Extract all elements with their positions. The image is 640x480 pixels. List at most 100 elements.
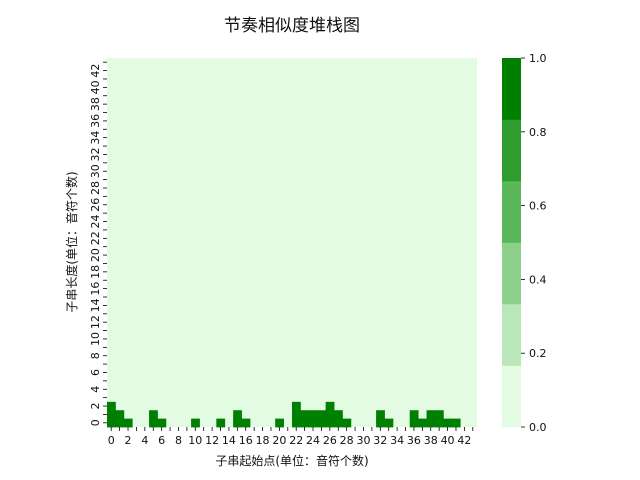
x-tick-label: 30	[356, 434, 370, 447]
heatmap-cell	[426, 410, 436, 420]
heatmap-cell	[342, 418, 352, 428]
y-tick-label: 20	[89, 248, 102, 262]
x-axis-ticks: 0 2 4 6 8 10 12 14 16 18 20 22 24 26 28 30 32 34 36 38 40 42	[108, 427, 474, 447]
heatmap-cell	[149, 418, 158, 428]
heatmap-cell	[292, 418, 301, 428]
heatmap-background	[107, 58, 477, 427]
x-tick-label: 18	[256, 434, 270, 447]
heatmap-cell	[275, 418, 284, 428]
y-axis-label: 子串长度(单位：音符个数)	[64, 171, 79, 312]
heatmap-cell	[384, 418, 394, 428]
colorbar-tick-label: 0.2	[529, 347, 547, 360]
x-tick-label: 20	[272, 434, 286, 447]
y-tick-label: 32	[89, 147, 102, 161]
x-tick-label: 4	[141, 434, 148, 447]
y-tick-label: 22	[89, 231, 102, 245]
heatmap-cell	[115, 418, 125, 428]
chart-title: 节奏相似度堆栈图	[224, 16, 360, 36]
y-tick-label: 34	[89, 131, 102, 145]
y-tick-label: 18	[89, 265, 102, 279]
heatmap-cell	[317, 418, 327, 428]
x-tick-label: 36	[407, 434, 421, 447]
heatmap-cell	[107, 401, 116, 411]
y-tick-label: 8	[89, 352, 102, 359]
colorbar-tick-label: 0.6	[529, 200, 547, 213]
y-tick-label: 10	[89, 332, 102, 346]
x-tick-label: 28	[340, 434, 354, 447]
heatmap-cell	[418, 418, 427, 428]
x-tick-label: 26	[323, 434, 337, 447]
heatmap-cell	[434, 418, 444, 428]
heatmap-cell	[300, 410, 310, 420]
y-tick-label: 30	[89, 164, 102, 178]
colorbar-segment	[502, 242, 521, 305]
x-tick-label: 40	[441, 434, 455, 447]
y-tick-label: 36	[89, 114, 102, 128]
heatmap-cell	[376, 410, 385, 420]
x-tick-label: 12	[205, 434, 219, 447]
y-tick-label: 28	[89, 181, 102, 195]
colorbar-segment	[502, 181, 521, 243]
heatmap-cell	[233, 418, 242, 428]
colorbar-segment	[502, 365, 521, 428]
x-axis-label: 子串起始点(单位：音符个数)	[215, 453, 368, 468]
colorbar-tick-label: 0.0	[529, 421, 547, 434]
heatmap-cell	[317, 410, 327, 420]
colorbar-segment	[502, 58, 521, 120]
x-tick-label: 16	[239, 434, 253, 447]
heatmap-cell	[426, 418, 436, 428]
colorbar-tick-label: 0.4	[529, 273, 547, 286]
colorbar-segment	[502, 119, 521, 182]
y-tick-label: 12	[89, 315, 102, 329]
colorbar-tick-label: 1.0	[529, 52, 547, 65]
heatmap-cell	[216, 418, 226, 428]
y-tick-label: 24	[89, 215, 102, 229]
colorbar-tick-label: 0.8	[529, 126, 547, 139]
x-tick-label: 38	[424, 434, 438, 447]
y-tick-label: 6	[89, 369, 102, 376]
heatmap-cell	[149, 410, 158, 420]
x-tick-label: 10	[188, 434, 202, 447]
heatmap-cell	[241, 418, 251, 428]
heatmap-cell	[334, 418, 343, 428]
y-tick-label: 38	[89, 97, 102, 111]
heatmap-cell	[434, 410, 444, 420]
y-tick-label: 0	[89, 419, 102, 426]
heatmap-cell	[157, 418, 167, 428]
heatmap-cell	[409, 418, 419, 428]
x-tick-label: 22	[289, 434, 303, 447]
y-tick-label: 4	[89, 386, 102, 393]
heatmap-cell	[325, 410, 335, 420]
y-tick-label: 42	[89, 64, 102, 78]
colorbar: 0.0 0.2 0.4 0.6 0.8 1.0	[502, 52, 547, 434]
heatmap-cell	[292, 401, 301, 411]
x-tick-label: 42	[457, 434, 471, 447]
heatmap-cell	[300, 418, 310, 428]
heatmap-cell	[107, 410, 116, 420]
heatmap-cell	[308, 418, 318, 428]
y-tick-label: 40	[89, 80, 102, 94]
heatmap-cell	[292, 410, 301, 420]
y-tick-label: 14	[89, 298, 102, 312]
x-tick-label: 6	[158, 434, 165, 447]
x-tick-label: 34	[390, 434, 404, 447]
heatmap-cells	[107, 58, 477, 428]
heatmap-cell	[107, 418, 116, 428]
x-tick-label: 32	[373, 434, 387, 447]
heatmap-cell	[443, 418, 453, 428]
heatmap-cell	[325, 418, 335, 428]
heatmap-cell	[123, 418, 133, 428]
y-tick-label: 26	[89, 198, 102, 212]
heatmap-cell	[334, 410, 343, 420]
heatmap-cell	[191, 418, 200, 428]
y-tick-label: 16	[89, 282, 102, 296]
heatmap-cell	[325, 401, 335, 411]
heatmap-cell	[451, 418, 461, 428]
x-tick-label: 8	[175, 434, 182, 447]
heatmap-cell	[115, 410, 125, 420]
heatmap-cell	[308, 410, 318, 420]
y-tick-label: 2	[89, 403, 102, 410]
heatmap-cell	[376, 418, 385, 428]
